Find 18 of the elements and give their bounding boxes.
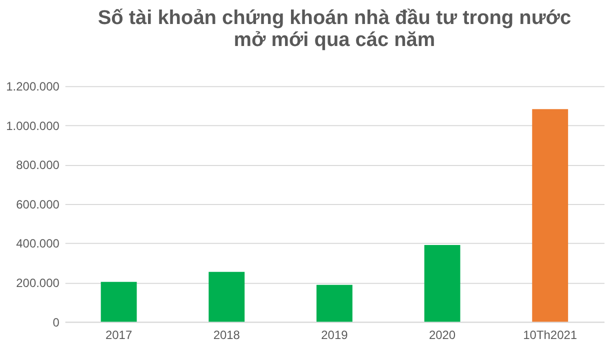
- x-tick-label: 2019: [321, 328, 348, 342]
- y-tick-label: 1.200.000: [6, 80, 60, 94]
- y-tick-label: 400.000: [16, 236, 60, 251]
- bar: [532, 109, 568, 322]
- y-tick-label: 1.000.000: [6, 118, 60, 133]
- bar: [424, 244, 460, 322]
- x-tick-label: 2020: [428, 328, 456, 342]
- x-tick-label: 2018: [213, 328, 240, 342]
- bar: [208, 272, 245, 322]
- x-tick-label: 2017: [105, 328, 132, 342]
- y-tick-label: 600.000: [16, 197, 60, 212]
- y-tick-label: 200.000: [16, 276, 60, 290]
- bar: [316, 284, 352, 322]
- x-tick-label: 10Th2021: [523, 328, 578, 342]
- y-tick-label: 0: [52, 315, 60, 330]
- chart-title: Số tài khoản chứng khoán nhà đầu tư trong nước mở mới qua các năm: [98, 7, 572, 52]
- bar: [100, 282, 137, 322]
- y-tick-label: 800.000: [16, 158, 60, 172]
